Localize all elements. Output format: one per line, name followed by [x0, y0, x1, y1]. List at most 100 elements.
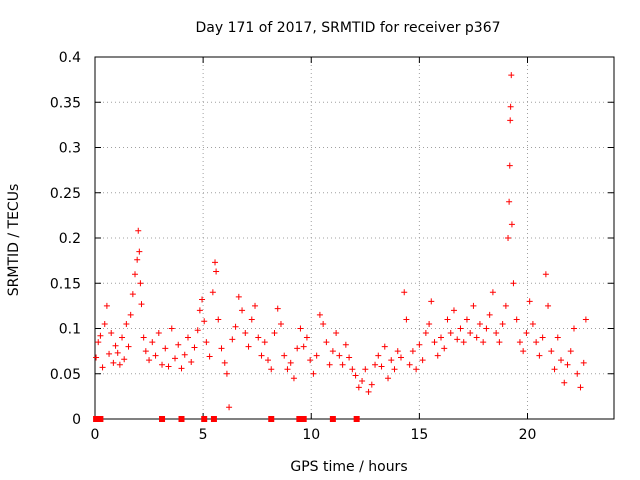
- data-point: [441, 345, 448, 352]
- data-point: [125, 343, 132, 350]
- data-point: [181, 351, 188, 358]
- data-point: [450, 307, 457, 314]
- data-point: [329, 348, 336, 355]
- data-point: [516, 339, 523, 346]
- plot-border: [94, 56, 615, 420]
- data-point: [138, 301, 145, 308]
- data-point: [99, 364, 106, 371]
- data-point: [447, 330, 454, 337]
- data-point: [172, 355, 179, 362]
- data-point: [346, 354, 353, 361]
- data-point: [232, 323, 239, 330]
- data-point: [406, 361, 413, 368]
- baseline-marker: [97, 416, 104, 422]
- data-point: [416, 341, 423, 348]
- data-point: [159, 361, 166, 368]
- data-point: [372, 361, 379, 368]
- data-point: [129, 291, 136, 298]
- data-point: [336, 352, 343, 359]
- data-point: [191, 344, 198, 351]
- y-tick-label: 0.35: [50, 95, 81, 111]
- data-point: [438, 334, 444, 341]
- baseline-marker: [159, 416, 166, 422]
- data-points: [93, 72, 589, 411]
- data-point: [119, 334, 126, 341]
- data-point: [558, 357, 565, 364]
- data-point: [196, 307, 203, 314]
- data-point: [506, 162, 513, 169]
- data-point: [110, 359, 117, 366]
- data-point: [542, 271, 549, 278]
- data-point: [146, 357, 153, 364]
- y-axis-title: SRMTID / TECUs: [6, 184, 22, 297]
- data-point: [297, 325, 304, 332]
- y-tick-label: 0.15: [50, 276, 81, 292]
- baseline-marker: [268, 416, 275, 422]
- data-point: [385, 375, 392, 382]
- data-point: [539, 334, 546, 341]
- data-point: [184, 334, 191, 341]
- data-point: [136, 248, 143, 255]
- data-point: [165, 363, 172, 370]
- data-point: [368, 381, 375, 388]
- data-point: [245, 343, 252, 350]
- data-point: [310, 370, 317, 377]
- data-point: [480, 339, 487, 346]
- y-tick-label: 0.3: [59, 141, 81, 157]
- data-point: [307, 357, 314, 364]
- y-tick-label: 0.05: [50, 367, 81, 383]
- data-point: [375, 352, 382, 359]
- data-point: [152, 352, 159, 359]
- data-point: [508, 72, 515, 79]
- data-point: [378, 363, 385, 370]
- data-point: [401, 289, 408, 296]
- data-point: [355, 384, 362, 391]
- data-point: [287, 359, 294, 366]
- data-point: [213, 268, 220, 275]
- data-point: [215, 316, 222, 323]
- data-point: [403, 316, 410, 323]
- data-point: [155, 330, 162, 337]
- x-axis-title: GPS time / hours: [290, 459, 407, 475]
- data-point: [570, 325, 577, 332]
- data-point: [261, 339, 268, 346]
- data-point: [457, 325, 464, 332]
- data-point: [252, 302, 259, 309]
- data-point: [470, 302, 477, 309]
- data-point: [431, 339, 438, 346]
- x-tick-label: 10: [302, 427, 320, 443]
- data-point: [242, 330, 249, 337]
- data-point: [274, 305, 281, 312]
- x-tick-label: 5: [199, 427, 208, 443]
- data-point: [577, 384, 584, 391]
- data-point: [561, 379, 568, 386]
- data-point: [326, 361, 333, 368]
- data-point: [397, 354, 404, 361]
- data-point: [428, 298, 435, 305]
- data-point: [121, 356, 128, 363]
- data-point: [391, 366, 398, 373]
- data-point: [290, 375, 297, 382]
- data-point: [533, 339, 540, 346]
- data-point: [218, 345, 225, 352]
- data-point: [258, 352, 265, 359]
- tick-labels: 0 5 10 15 20 0 0.05 0.1 0.15 0.2 0.25 0.3 0.35 0.4: [50, 50, 537, 443]
- data-point: [226, 404, 233, 411]
- data-point: [523, 330, 530, 337]
- data-point: [507, 117, 514, 124]
- data-point: [545, 302, 552, 309]
- tick-marks: [94, 56, 614, 420]
- data-point: [101, 320, 108, 327]
- data-point: [114, 349, 121, 356]
- chart-title: Day 171 of 2017, SRMTID for receiver p36…: [195, 20, 500, 36]
- data-point: [434, 352, 441, 359]
- baseline-markers: [93, 416, 360, 422]
- data-point: [248, 316, 255, 323]
- data-point: [483, 325, 490, 332]
- y-tick-label: 0.2: [59, 231, 81, 247]
- data-point: [134, 256, 141, 263]
- data-point: [93, 354, 100, 361]
- data-point: [574, 370, 581, 377]
- data-point: [388, 357, 395, 364]
